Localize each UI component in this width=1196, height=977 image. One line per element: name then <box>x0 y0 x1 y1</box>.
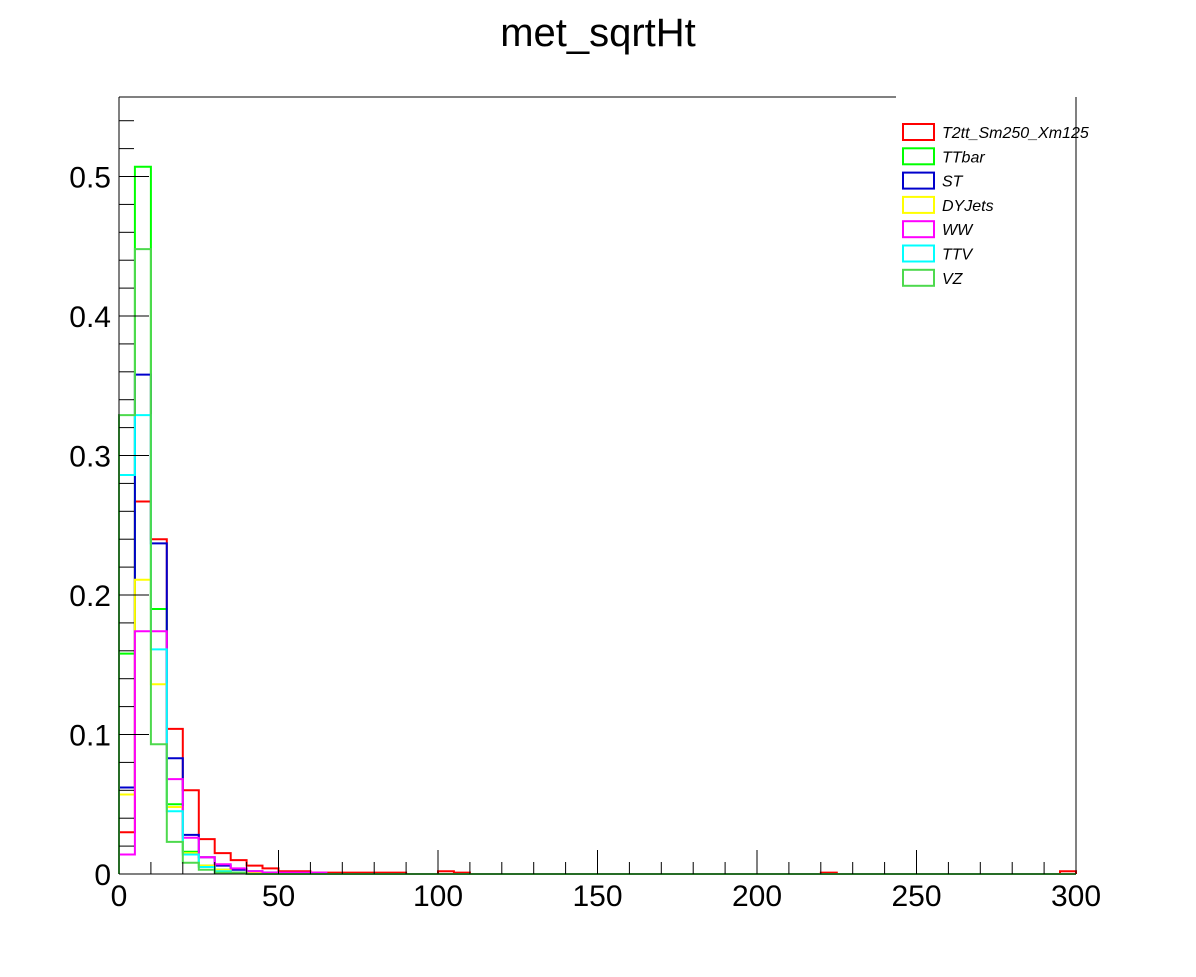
series-line-WW <box>118 630 1076 875</box>
axes: 0 0.1 0.2 0.3 0.4 0.5 0 50 100 150 200 250 300 <box>69 97 1101 913</box>
y-tick-label: 0.5 <box>69 162 111 195</box>
legend: T2tt_Sm250_Xm125 TTbar ST DYJets WW TTV VZ <box>902 123 1089 288</box>
legend-label-ST: ST <box>942 174 964 191</box>
legend-label-T2tt_Sm250_Xm125: T2tt_Sm250_Xm125 <box>942 125 1089 142</box>
y-tick-label: 0 <box>94 859 111 892</box>
legend-label-TTbar: TTbar <box>942 149 985 166</box>
legend-swatch-TTV <box>902 244 935 263</box>
legend-swatch-TTbar <box>902 147 935 166</box>
legend-swatch-WW <box>902 220 935 239</box>
y-tick-label: 0.2 <box>69 580 111 613</box>
legend-label-VZ: VZ <box>942 271 964 288</box>
series-line-T2tt_Sm250_Xm125 <box>118 500 1077 875</box>
x-tick-label: 300 <box>1051 880 1101 913</box>
legend-label-WW: WW <box>942 222 974 239</box>
x-tick-label: 0 <box>111 880 128 913</box>
legend-swatch-ST <box>902 171 935 190</box>
legend-swatch-DYJets <box>902 195 935 214</box>
series-line-ST <box>118 373 1076 875</box>
series-line-VZ <box>118 248 1076 875</box>
series-line-DYJets <box>118 578 1076 875</box>
legend-label-TTV: TTV <box>942 247 974 264</box>
x-tick-label: 150 <box>572 880 622 913</box>
x-tick-label: 250 <box>891 880 941 913</box>
x-tick-label: 50 <box>262 880 295 913</box>
plot-frame <box>119 96 1077 874</box>
legend-label-DYJets: DYJets <box>942 198 994 215</box>
x-tick-label: 100 <box>413 880 463 913</box>
chart-title: met_sqrtHt <box>500 11 696 55</box>
x-tick-label: 200 <box>732 880 782 913</box>
series-line-TTV <box>118 414 1076 875</box>
legend-swatch-T2tt_Sm250_Xm125 <box>902 123 935 141</box>
y-tick-label: 0.3 <box>69 441 111 474</box>
y-tick-label: 0.1 <box>69 720 111 753</box>
y-tick-label: 0.4 <box>69 301 111 334</box>
legend-swatch-VZ <box>902 268 935 287</box>
